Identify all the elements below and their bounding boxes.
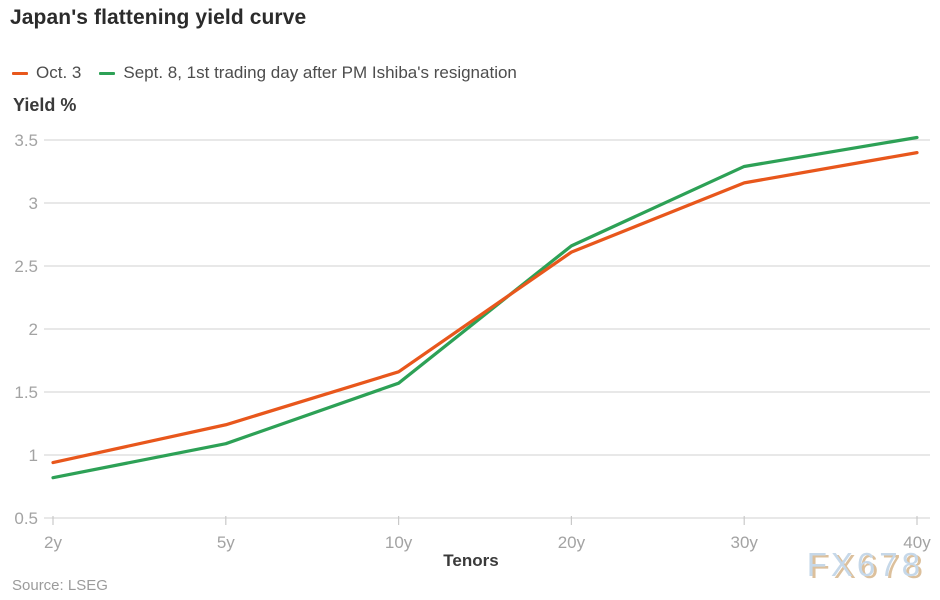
legend-item-oct3: Oct. 3 [12,63,81,83]
legend: Oct. 3 Sept. 8, 1st trading day after PM… [12,63,517,83]
svg-text:10y: 10y [385,533,413,552]
watermark-fx678: FX678 [806,546,924,583]
svg-text:2y: 2y [44,533,62,552]
svg-text:2: 2 [29,320,38,339]
legend-label-sept8: Sept. 8, 1st trading day after PM Ishiba… [123,63,517,82]
chart-title: Japan's flattening yield curve [10,6,307,29]
legend-swatch-sept8-icon [99,71,116,75]
svg-text:20y: 20y [558,533,586,552]
svg-text:1.5: 1.5 [14,383,38,402]
svg-text:5y: 5y [217,533,235,552]
legend-label-oct3: Oct. 3 [36,63,82,82]
svg-text:1: 1 [29,446,38,465]
legend-swatch-oct3-icon [12,71,28,75]
svg-text:40y: 40y [903,533,931,552]
svg-text:3.5: 3.5 [14,131,38,150]
x-axis-title: Tenors [443,551,499,570]
svg-text:2.5: 2.5 [14,257,38,276]
source-note: Source: LSEG [12,577,108,594]
svg-text:3: 3 [29,194,38,213]
y-axis-title: Yield % [13,95,77,115]
legend-item-sept8: Sept. 8, 1st trading day after PM Ishiba… [99,63,517,83]
svg-text:30y: 30y [730,533,758,552]
svg-text:0.5: 0.5 [14,509,38,528]
